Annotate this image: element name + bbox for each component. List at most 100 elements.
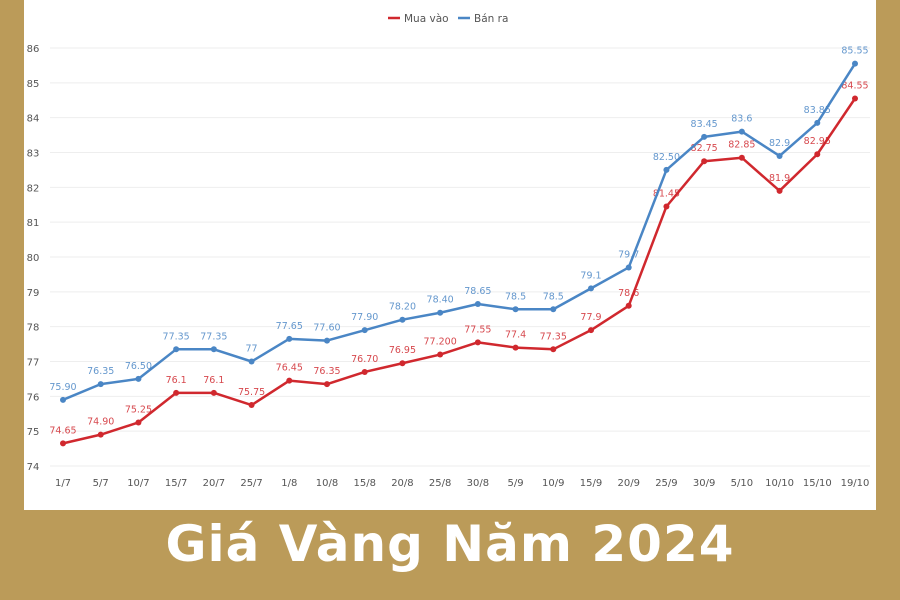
data-label: 77.4 — [505, 330, 526, 341]
line-chart: 74 75 76 77 78 79 80 81 82 83 84 85 86 1/7 5/7 10/7 15/7… — [27, 13, 870, 489]
data-label: 77.35 — [163, 331, 190, 342]
data-label: 75.75 — [238, 387, 265, 398]
data-label: 74.65 — [49, 425, 76, 436]
data-point — [324, 337, 330, 344]
data-point — [173, 389, 180, 396]
data-point — [60, 440, 66, 447]
data-label: 76.50 — [125, 361, 152, 372]
y-tick-label: 79 — [27, 288, 40, 299]
data-point — [625, 302, 632, 309]
data-point — [663, 166, 670, 173]
chart-panel — [24, 0, 876, 510]
data-point — [776, 187, 783, 194]
x-tick-label: 1/8 — [281, 478, 297, 489]
y-tick-label: 76 — [27, 392, 40, 403]
x-tick-label: 5/7 — [93, 478, 109, 489]
x-tick-label: 25/8 — [429, 478, 451, 489]
data-point — [248, 358, 255, 365]
data-point — [663, 203, 670, 210]
data-point — [135, 375, 142, 382]
y-tick-label: 85 — [27, 79, 40, 90]
data-label: 76.45 — [276, 363, 303, 374]
data-point — [588, 285, 594, 292]
data-point — [135, 419, 142, 426]
x-tick-label: 5/10 — [731, 478, 753, 489]
data-point — [97, 381, 104, 388]
data-label: 78.20 — [389, 302, 416, 313]
data-point — [852, 95, 858, 102]
page-title: Giá Vàng Năm 2024 — [165, 515, 735, 573]
data-label: 78.6 — [618, 288, 639, 299]
x-tick-label: 10/8 — [316, 478, 338, 489]
data-point — [512, 306, 519, 313]
data-point — [814, 119, 821, 126]
data-label: 81.9 — [769, 173, 790, 184]
series-line — [62, 97, 857, 445]
data-label: 84.55 — [841, 81, 868, 92]
data-point — [173, 346, 180, 353]
data-label: 77.9 — [580, 312, 601, 323]
data-point — [324, 381, 330, 388]
x-tick-label: 30/9 — [693, 478, 715, 489]
data-label: 77.200 — [424, 337, 457, 348]
data-point — [852, 60, 858, 67]
data-point — [474, 339, 481, 346]
y-tick-label: 84 — [27, 114, 40, 125]
data-point — [625, 264, 632, 271]
data-point — [361, 327, 368, 334]
y-tick-label: 80 — [27, 253, 40, 264]
data-point — [97, 431, 104, 438]
data-point — [474, 301, 481, 308]
data-point — [776, 152, 783, 159]
data-point — [550, 346, 557, 353]
data-label: 82.85 — [728, 140, 755, 151]
data-label: 82.95 — [804, 136, 831, 147]
data-label: 78.5 — [543, 291, 564, 302]
data-label: 77 — [246, 344, 258, 355]
y-tick-label: 81 — [27, 218, 40, 229]
data-point — [210, 389, 217, 396]
data-label: 76.95 — [389, 345, 416, 356]
data-label: 74.90 — [87, 417, 114, 428]
legend-label: Bán ra — [474, 13, 508, 25]
data-label: 77.90 — [351, 312, 378, 323]
data-label: 83.85 — [804, 105, 831, 116]
x-tick-label: 20/9 — [617, 478, 639, 489]
y-tick-label: 77 — [27, 358, 40, 369]
x-tick-label: 15/7 — [165, 478, 187, 489]
y-tick-label: 83 — [27, 149, 40, 160]
x-tick-label: 15/9 — [580, 478, 602, 489]
data-point — [286, 335, 293, 342]
data-point — [814, 151, 821, 158]
x-tick-label: 10/7 — [127, 478, 149, 489]
legend-label: Mua vào — [404, 13, 449, 25]
data-label: 78.40 — [427, 295, 454, 306]
y-tick-label: 78 — [27, 323, 40, 334]
data-label: 76.1 — [203, 375, 224, 386]
data-label: 78.65 — [464, 286, 491, 297]
data-label: 77.65 — [276, 321, 303, 332]
data-label: 83.6 — [731, 114, 752, 125]
data-point — [701, 158, 708, 165]
y-tick-label: 82 — [27, 183, 40, 194]
x-tick-label: 30/8 — [467, 478, 489, 489]
x-tick-label: 20/7 — [203, 478, 225, 489]
data-label: 78.5 — [505, 291, 526, 302]
data-label: 77.35 — [200, 331, 227, 342]
x-tick-label: 10/9 — [542, 478, 564, 489]
x-tick-label: 25/7 — [240, 478, 262, 489]
data-label: 77.55 — [464, 324, 491, 335]
x-tick-label: 1/7 — [55, 478, 71, 489]
data-label: 82.9 — [769, 138, 790, 149]
series-line — [62, 63, 857, 401]
data-point — [361, 368, 368, 375]
data-label: 81.45 — [653, 188, 680, 199]
y-tick-label: 75 — [27, 427, 40, 438]
data-label: 85.55 — [841, 46, 868, 57]
data-point — [399, 360, 406, 367]
data-point — [437, 351, 444, 358]
x-tick-label: 15/8 — [353, 478, 375, 489]
data-label: 79.1 — [580, 270, 601, 281]
data-point — [399, 316, 406, 323]
data-label: 76.35 — [87, 366, 114, 377]
